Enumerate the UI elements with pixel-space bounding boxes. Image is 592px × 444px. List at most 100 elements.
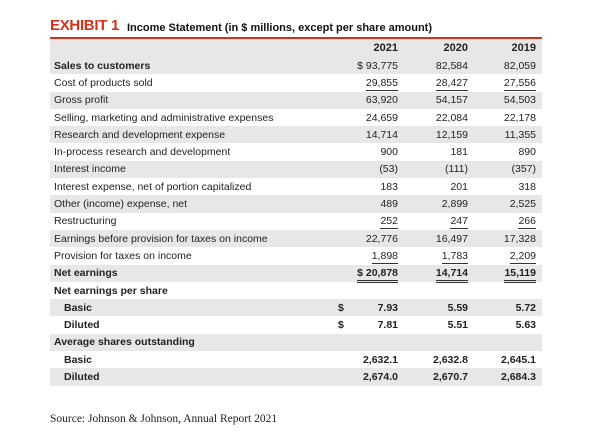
cell-2020: 2,899 [404,195,474,213]
eps-basic-label: Basic [50,299,334,317]
table-row: Restructuring 252 247 266 [50,213,542,230]
cell-2021: 24,659 [365,111,398,124]
cell-2020: 2,670.7 [404,368,474,386]
cell-2021: 29,855 [365,76,398,91]
header-year-2020: 2020 [404,39,474,57]
cell-2020: 181 [450,146,468,159]
cell-2019: 22,178 [503,111,536,124]
cell-2019: 266 [518,215,536,230]
eps-diluted-row: Diluted $ 7.81 5.51 5.63 [50,316,542,333]
shares-basic-row: Basic 2,632.1 2,632.8 2,645.1 [50,351,542,368]
cell-2020: 54,157 [404,91,474,109]
row-label: Gross profit [50,91,334,109]
row-label: Selling, marketing and administrative ex… [54,111,274,124]
exhibit: EXHIBIT 1 Income Statement (in $ million… [50,12,542,386]
table-row: Other (income) expense, net 489 2,899 2,… [50,195,542,213]
row-label: Net earnings [50,264,334,282]
eps-heading-row: Net earnings per share [50,282,542,299]
cell-2019: 27,556 [503,76,536,91]
eps-diluted-label: Diluted [64,319,100,332]
cell-2020: 2,632.8 [432,353,468,366]
cell-2021: 2,674.0 [334,368,404,386]
cell-2021: 22,776 [334,229,404,248]
shares-basic-label: Basic [64,353,93,366]
table-row: Cost of products sold 29,855 28,427 27,5… [50,74,542,91]
cell-2019: 2,645.1 [500,353,536,366]
cell-2019: 11,355 [474,126,542,144]
cell-2021: 900 [380,146,398,159]
cell-2020: 16,497 [404,229,474,248]
row-label: Interest income [50,160,334,179]
cell-2020: (111) [404,160,474,179]
cell-2021: 489 [334,195,404,213]
cell-2021: 2,632.1 [362,353,398,366]
table-row: Provision for taxes on income 1,898 1,78… [50,247,542,264]
eps-basic-row: Basic $ 7.93 5.59 5.72 [50,299,542,317]
row-label: Restructuring [54,215,117,228]
cell-2020: 201 [450,180,468,193]
cell-2019: 318 [518,180,536,193]
cell-2019: 54,503 [474,91,542,109]
row-label: Sales to customers [50,57,334,75]
cell-2021: 7.81 [377,319,398,332]
row-label: Provision for taxes on income [54,249,192,262]
cell-2021: 252 [380,215,398,230]
row-label: Cost of products sold [54,76,153,89]
table-row: Interest income (53) (111) (357) [50,160,542,179]
cell-2020: 82,584 [404,57,474,75]
cell-2021: 14,714 [334,126,404,144]
header-blank [50,39,334,57]
table-row: Interest expense, net of portion capital… [50,178,542,195]
cell-2020: 5.51 [447,319,468,332]
eps-heading: Net earnings per share [54,284,168,297]
cell-2020: 22,084 [435,111,468,124]
table-row: Research and development expense 14,714 … [50,126,542,144]
table-row: In-process research and development 900 … [50,143,542,160]
cell-2019: 15,119 [504,267,536,284]
shares-diluted-label: Diluted [50,368,334,386]
row-label: Research and development expense [50,126,334,144]
cell-2021: 1,898 [371,249,398,264]
row-label: Interest expense, net of portion capital… [54,180,252,193]
cell-2020: 28,427 [435,76,468,91]
table-row: Net earnings $ 20,878 14,714 15,119 [50,264,542,284]
cell-2019: (357) [474,160,542,179]
table-row: Selling, marketing and administrative ex… [50,109,542,126]
row-label: In-process research and development [54,146,231,159]
exhibit-title: Income Statement (in $ millions, except … [126,22,433,34]
cell-2021: 7.93 [377,301,398,314]
cell-2019: 5.63 [515,319,536,332]
cell-2021: (53) [334,160,404,179]
cell-2019: 2,525 [474,195,542,213]
shares-heading-row: Average shares outstanding [50,333,542,352]
currency-symbol: $ [338,301,344,314]
cell-2020: 247 [450,215,468,230]
cell-2019: 17,328 [474,229,542,248]
cell-2021: $ 93,775 [334,57,404,75]
cell-2019: 5.72 [474,299,542,317]
row-label: Other (income) expense, net [50,195,334,213]
cell-2019: 2,209 [509,249,536,264]
currency-symbol: $ [338,319,344,332]
cell-2020: 12,159 [404,126,474,144]
cell-2019: 82,059 [474,57,542,75]
title-rule [50,37,542,39]
exhibit-label: EXHIBIT 1 [50,17,119,34]
table-row: Sales to customers $ 93,775 82,584 82,05… [50,57,542,75]
source-note: Source: Johnson & Johnson, Annual Report… [50,413,278,425]
table-row: Earnings before provision for taxes on i… [50,229,542,248]
cell-2019: 2,684.3 [474,368,542,386]
cell-2021: 183 [380,180,398,193]
shares-heading: Average shares outstanding [50,333,334,352]
table-row: Gross profit 63,920 54,157 54,503 [50,91,542,109]
header-row: 2021 2020 2019 [50,39,542,57]
header-year-2021: 2021 [334,39,404,57]
cell-2020: 1,783 [441,249,468,264]
row-label: Earnings before provision for taxes on i… [50,229,334,248]
exhibit-title-row: EXHIBIT 1 Income Statement (in $ million… [50,12,542,37]
cell-2019: 890 [518,146,536,159]
header-year-2019: 2019 [474,39,542,57]
shares-diluted-row: Diluted 2,674.0 2,670.7 2,684.3 [50,368,542,386]
cell-2020: 14,714 [435,267,468,284]
cell-2020: 5.59 [404,299,474,317]
